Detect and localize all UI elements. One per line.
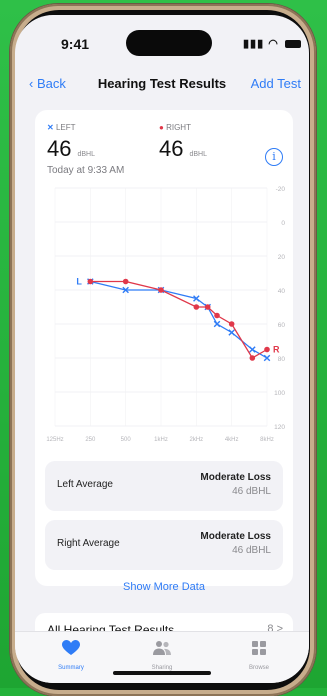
right-label: RIGHT: [166, 123, 191, 132]
point-R: [193, 304, 200, 310]
point-R: [204, 304, 211, 310]
tab-sharing-label: Sharing: [151, 665, 173, 671]
point-L: [263, 354, 271, 362]
tab-summary[interactable]: Summary: [41, 640, 101, 671]
y-tick-label: 120: [274, 424, 285, 431]
y-tick-label: 80: [278, 356, 286, 363]
point-R: [87, 278, 94, 285]
right-average-value: 46 dBHL: [232, 545, 271, 556]
y-tick-label: 100: [274, 390, 285, 397]
x-tick-label: 500: [121, 437, 132, 443]
y-tick-label: 60: [278, 322, 286, 329]
point-L: [193, 295, 200, 302]
x-marker-icon: ✕: [47, 123, 54, 132]
dot-marker-icon: ●: [159, 123, 164, 132]
series-label-R: R: [273, 345, 280, 355]
wifi-icon: ◠: [268, 38, 279, 50]
left-unit: dBHL: [77, 151, 95, 158]
audiogram-chart: -20 0 20 40 60 80 100 120 125Hz 250 500 1kHz 2kHz 4kH…: [46, 186, 286, 443]
right-value: 46 dBHL: [159, 136, 207, 162]
point-L: [122, 286, 129, 294]
status-icons: ▮▮▮ ◠: [243, 37, 301, 50]
point-R: [228, 321, 235, 327]
point-R: [122, 278, 129, 285]
chevron-left-icon: ‹: [29, 76, 34, 91]
dynamic-island: [126, 30, 212, 56]
right-legend: ● RIGHT: [159, 123, 191, 132]
tab-browse-label: Browse: [248, 665, 269, 671]
x-tick-label: 2kHz: [189, 437, 203, 443]
left-average-label: Left Average: [57, 479, 113, 490]
left-average-value: 46 dBHL: [232, 486, 271, 497]
left-legend: ✕ LEFT: [47, 123, 76, 132]
grid-icon: [252, 641, 266, 655]
point-L: [249, 346, 256, 353]
y-tick-label: 40: [278, 288, 286, 295]
point-L: [228, 329, 235, 336]
x-tick-label: 4kHz: [225, 437, 239, 443]
left-average-row[interactable]: Left Average Moderate Loss 46 dBHL: [45, 461, 283, 511]
series-line-L: [90, 280, 268, 359]
right-number: 46: [159, 136, 184, 161]
point-R: [214, 312, 220, 319]
right-unit: dBHL: [189, 151, 207, 158]
left-value: 46 dBHL: [47, 136, 95, 162]
point-R: [249, 355, 256, 361]
left-average-status: Moderate Loss: [200, 472, 271, 483]
signal-icon: ▮▮▮: [243, 38, 265, 50]
tab-summary-label: Summary: [58, 665, 84, 671]
left-label: LEFT: [55, 123, 76, 132]
point-R: [158, 287, 164, 293]
people-icon: [153, 641, 171, 655]
tab-sharing[interactable]: Sharing: [132, 640, 192, 671]
x-tick-label: 1kHz: [154, 437, 168, 443]
back-label: Back: [36, 76, 66, 91]
x-tick-label: 125Hz: [46, 437, 63, 443]
point-R: [264, 346, 270, 353]
back-button[interactable]: ‹ Back: [29, 76, 66, 91]
heart-icon: [62, 640, 80, 655]
battery-icon: [284, 40, 301, 49]
right-average-status: Moderate Loss: [200, 531, 271, 542]
timestamp: Today at 9:33 AM: [47, 165, 125, 176]
show-more-button[interactable]: Show More Data: [123, 581, 205, 593]
x-tick-label: 8kHz: [260, 437, 274, 443]
x-tick-label: 250: [85, 437, 96, 443]
y-tick-label: -20: [276, 186, 286, 193]
y-tick-label: 20: [278, 254, 286, 261]
status-time: 9:41: [61, 36, 90, 52]
point-L: [213, 320, 221, 328]
series-label-L: L: [76, 277, 82, 287]
results-card: ✕ LEFT ● RIGHT 46 dBHL 46 dBHL Today at 9:…: [35, 110, 293, 593]
add-test-button[interactable]: Add Test: [250, 76, 301, 91]
page-title: Hearing Test Results: [97, 76, 227, 91]
left-number: 46: [47, 136, 72, 161]
right-average-row[interactable]: Right Average Moderate Loss 46 dBHL: [45, 520, 283, 570]
y-tick-label: 0: [281, 220, 285, 227]
tab-bar: Summary Sharing Browse: [15, 631, 309, 683]
right-average-label: Right Average: [57, 538, 120, 549]
home-indicator: [113, 671, 211, 675]
status-bar: 9:41 ▮▮▮ ◠: [15, 15, 309, 67]
info-circle-icon[interactable]: i: [265, 148, 283, 166]
tab-browse[interactable]: Browse: [229, 640, 289, 671]
series-line-R: [90, 280, 268, 359]
nav-bar: ‹ Back Hearing Test Results Add Test: [15, 73, 309, 97]
phone-screen: 9:41 ▮▮▮ ◠ ‹ Back Hearing Test Results A…: [15, 15, 309, 683]
